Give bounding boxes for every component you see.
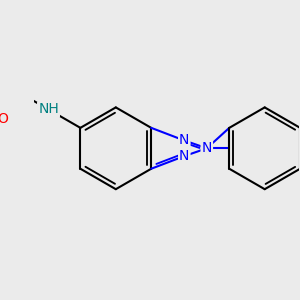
Text: N: N [179, 134, 190, 148]
Text: N: N [202, 141, 212, 155]
Text: NH: NH [38, 102, 59, 116]
Text: O: O [0, 112, 8, 126]
Text: N: N [179, 149, 190, 163]
